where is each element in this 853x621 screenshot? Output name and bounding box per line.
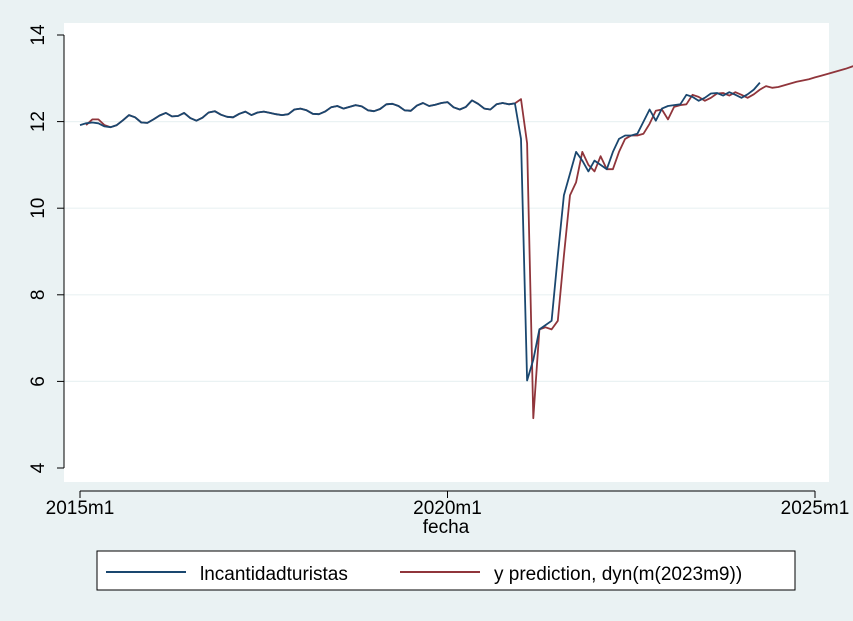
x-tick-label: 2025m1 [781,498,850,519]
y-tick-label: 10 [28,198,49,219]
plot-area [64,23,829,482]
series-line-1 [79,82,761,382]
y-tick-label: 6 [28,376,49,387]
y-tick-label: 4 [28,462,49,473]
series-lines [79,65,853,420]
y-tick-label: 14 [28,24,49,46]
axes: 4 6 8 10 12 14 2015m1 2020m1 2025m1 [28,24,849,519]
y-tick-label: 8 [28,290,49,301]
x-tick-label: 2015m1 [46,498,115,519]
y-tick-label: 12 [28,111,49,132]
legend: lncantidadturistas y prediction, dyn(m(2… [96,550,796,591]
x-tick-label: 2020m1 [413,498,482,519]
legend-label-1: lncantidadturistas [200,564,348,585]
x-axis-label: fecha [423,517,470,538]
legend-label-2: y prediction, dyn(m(2023m9)) [494,564,742,585]
grid-lines [64,120,829,382]
legend-box [96,550,796,591]
